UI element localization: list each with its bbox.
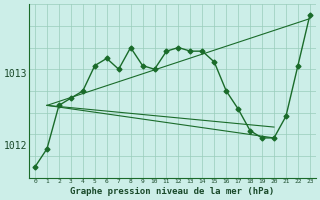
X-axis label: Graphe pression niveau de la mer (hPa): Graphe pression niveau de la mer (hPa) xyxy=(70,187,275,196)
